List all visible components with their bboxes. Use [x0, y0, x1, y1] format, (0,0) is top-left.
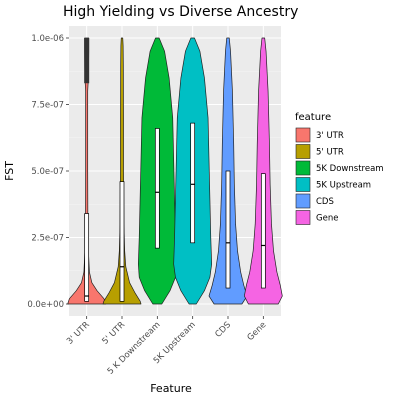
x-tick-label: 5' UTR	[100, 320, 127, 347]
legend-item: CDS	[295, 193, 334, 209]
violin-2	[102, 37, 142, 305]
legend-item: 5K Upstream	[295, 177, 371, 192]
legend-item: 3' UTR	[295, 127, 344, 143]
violin-box	[190, 122, 196, 244]
legend-swatch	[295, 210, 311, 225]
violin-1	[67, 37, 107, 305]
violin-box	[154, 128, 160, 249]
violin-shape	[102, 37, 142, 305]
legend-swatch	[295, 127, 311, 143]
violin-box	[84, 213, 90, 302]
x-tick-label: 3' UTR	[65, 320, 92, 347]
violin-4	[173, 37, 213, 305]
chart-title: High Yielding vs Diverse Ancestry	[63, 4, 298, 20]
y-axis-ticks: 0.0e+00 2.5e-07 5.0e-07 7.5e-07 1.0e-06	[27, 34, 69, 310]
violin-box	[225, 170, 231, 289]
legend-label: 3' UTR	[316, 131, 344, 141]
legend-label: 5K Downstream	[316, 164, 384, 174]
violin-6	[243, 37, 283, 305]
x-tick-label: CDS	[213, 320, 233, 340]
legend: feature 3' UTR 5' UTR 5K Downstream 5K Upst…	[295, 112, 384, 225]
legend-label: 5' UTR	[316, 148, 344, 158]
y-tick-label: 1.0e-06	[31, 34, 64, 44]
violin-box	[260, 173, 266, 289]
y-tick-label: 7.5e-07	[31, 101, 64, 111]
violin-3	[137, 37, 177, 305]
legend-label: Gene	[316, 214, 338, 224]
y-tick-label: 2.5e-07	[31, 234, 64, 244]
legend-item: 5K Downstream	[295, 160, 384, 176]
x-axis-title: Feature	[150, 382, 192, 395]
legend-item: 5' UTR	[295, 144, 344, 159]
violins	[67, 37, 283, 305]
legend-swatch	[295, 160, 311, 176]
legend-label: CDS	[316, 197, 334, 207]
x-tick-label: Gene	[246, 320, 269, 343]
legend-swatch	[295, 144, 311, 159]
y-tick-label: 0.0e+00	[27, 300, 64, 310]
legend-swatch	[295, 177, 311, 192]
violin-shape	[243, 37, 283, 305]
legend-label: 5K Upstream	[316, 181, 371, 191]
violin-box	[119, 181, 125, 302]
legend-item: Gene	[295, 210, 338, 225]
y-tick-label: 5.0e-07	[31, 167, 64, 177]
y-axis-title: FST	[3, 161, 16, 181]
violin-5	[208, 37, 248, 305]
outlier-points	[84, 38, 90, 84]
legend-swatch	[295, 193, 311, 209]
legend-title: feature	[295, 112, 331, 123]
